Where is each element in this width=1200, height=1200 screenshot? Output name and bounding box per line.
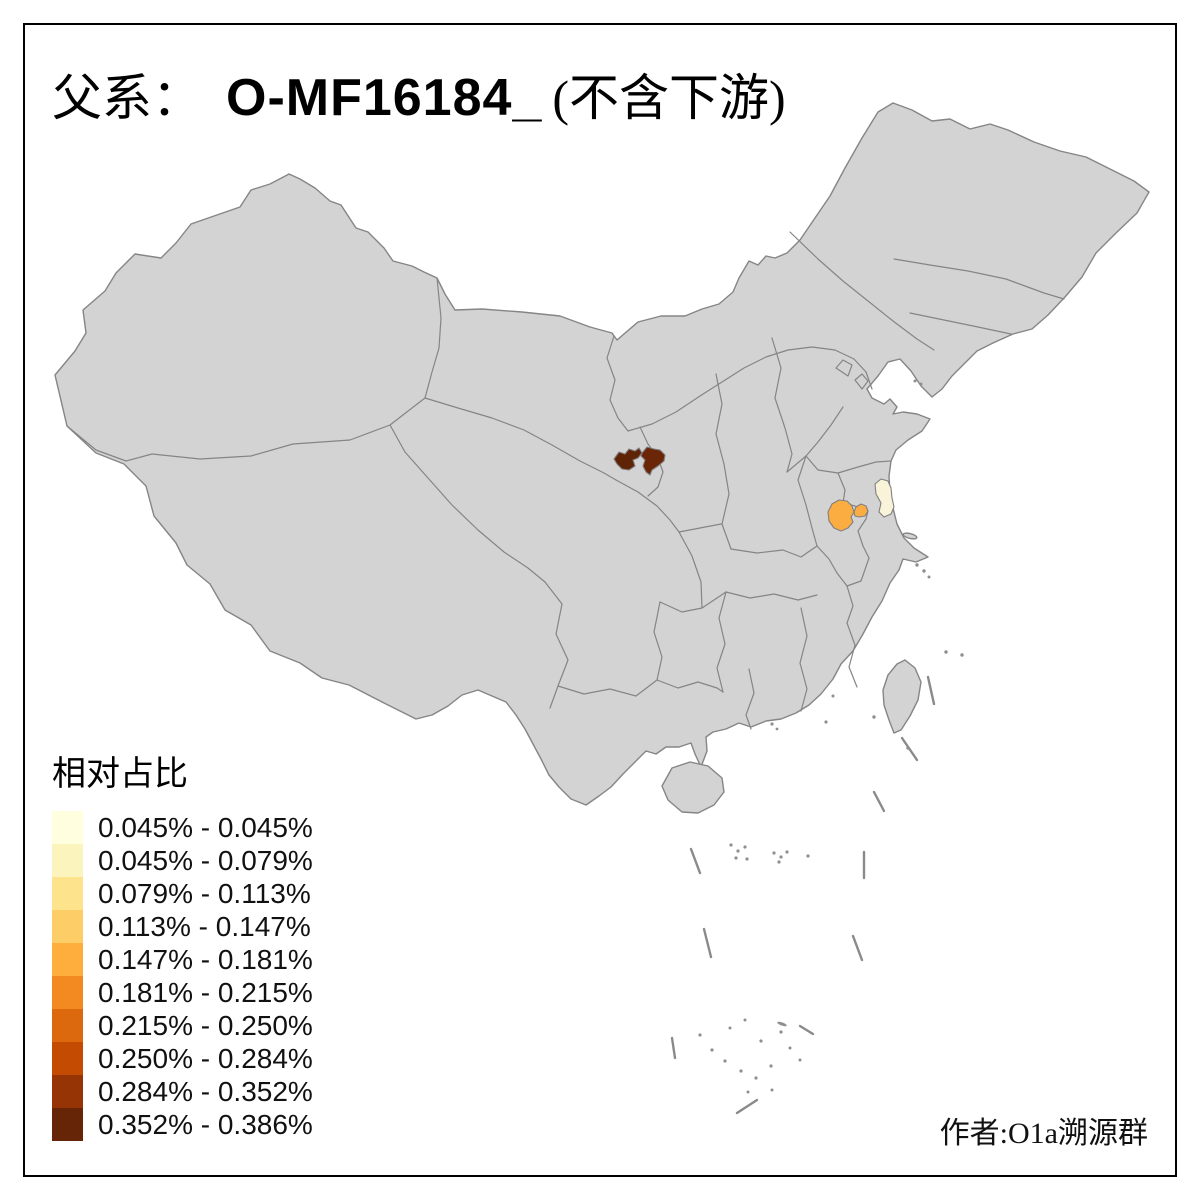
prefecture-orange: [827, 499, 869, 532]
page-title: 父系： O-MF16184_ (不含下游): [52, 58, 786, 130]
legend-item: 0.284% - 0.352%: [52, 1075, 313, 1108]
legend-swatch: [52, 844, 83, 877]
legend-label: 0.147% - 0.181%: [98, 943, 313, 975]
plot-frame: [23, 23, 1177, 1177]
legend-label: 0.045% - 0.079%: [98, 844, 313, 876]
legend-item: 0.113% - 0.147%: [52, 910, 313, 943]
taiwan-island: [882, 659, 922, 734]
legend-label: 0.181% - 0.215%: [98, 976, 313, 1008]
legend-swatch: [52, 1075, 83, 1108]
legend-swatch: [52, 1009, 83, 1042]
legend-item: 0.250% - 0.284%: [52, 1042, 313, 1075]
legend-swatch: [52, 910, 83, 943]
islet-dots: [698, 379, 964, 1094]
hainan-island: [661, 761, 725, 814]
legend-label: 0.352% - 0.386%: [98, 1108, 313, 1140]
legend-swatch: [52, 976, 83, 1009]
mainland-outline: [54, 102, 1150, 806]
province-borders: [66, 231, 1065, 730]
legend-swatch: [52, 943, 83, 976]
legend-label: 0.215% - 0.250%: [98, 1009, 313, 1041]
legend-swatch: [52, 1108, 83, 1141]
south-china-sea-dash-line: [670, 675, 936, 1115]
legend-label: 0.284% - 0.352%: [98, 1075, 313, 1107]
legend-item: 0.147% - 0.181%: [52, 943, 313, 976]
legend-swatch: [52, 877, 83, 910]
title-prefix: 父系：: [52, 70, 202, 126]
legend-label: 0.045% - 0.045%: [98, 811, 313, 843]
legend-label: 0.079% - 0.113%: [98, 877, 311, 909]
chongming-island: [902, 532, 918, 540]
legend-item: 0.215% - 0.250%: [52, 1009, 313, 1042]
legend: 相对占比 0.045% - 0.045% 0.045% - 0.079% 0.0…: [52, 746, 313, 1141]
prefecture-dark-east: [640, 446, 666, 476]
prefecture-dark-west: [613, 447, 643, 471]
legend-item: 0.079% - 0.113%: [52, 877, 313, 910]
legend-label: 0.113% - 0.147%: [98, 910, 311, 942]
legend-label: 0.250% - 0.284%: [98, 1042, 313, 1074]
legend-item: 0.045% - 0.079%: [52, 844, 313, 877]
title-suffix: (不含下游): [552, 70, 786, 126]
author-credit: 作者:O1a溯源群: [939, 1117, 1148, 1150]
legend-item: 0.352% - 0.386%: [52, 1108, 313, 1141]
legend-title: 相对占比: [52, 756, 188, 793]
title-haplogroup-code: O-MF16184_: [226, 69, 543, 127]
prefecture-pale: [874, 478, 895, 518]
highlighted-prefectures: [613, 446, 895, 532]
legend-swatch: [52, 811, 83, 844]
legend-item: 0.045% - 0.045%: [52, 811, 313, 844]
mainland-china-shape: [54, 102, 1150, 814]
legend-item: 0.181% - 0.215%: [52, 976, 313, 1009]
legend-swatch: [52, 1042, 83, 1075]
